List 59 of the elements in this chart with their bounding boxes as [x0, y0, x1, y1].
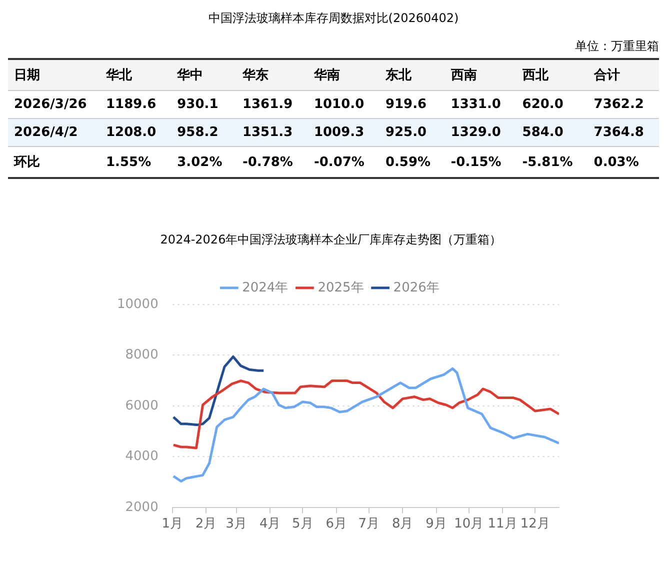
- category-label: 华中: [176, 67, 204, 85]
- text: -0.07%: [314, 154, 364, 170]
- legend-label: 2024年: [242, 280, 288, 296]
- x-tick-label: 9月: [426, 516, 447, 532]
- text: 3.02%: [177, 154, 222, 170]
- x-tick-label: 1月: [162, 516, 183, 532]
- text: 0.03%: [594, 154, 639, 170]
- text: 7364.8: [594, 125, 644, 140]
- x-tick-label: 5月: [292, 516, 314, 532]
- text: -0.15%: [450, 154, 502, 170]
- category-label: 西北: [521, 67, 550, 85]
- x-tick-label: 3月: [226, 516, 248, 532]
- legend-label: 2025年: [318, 280, 364, 296]
- x-tick-label: 6月: [326, 516, 347, 532]
- text: -0.78%: [242, 154, 293, 170]
- category-label: 西南: [450, 67, 478, 85]
- category-label: 2026/3/26: [14, 97, 87, 112]
- text: 958.2: [177, 125, 218, 140]
- text: -5.81%: [522, 154, 573, 170]
- x-tick-label: 12月: [520, 516, 550, 532]
- chart-title: 2024-2026年中国浮法玻璃样本企业厂库库存走势图（万重箱）: [160, 232, 502, 246]
- text: 919.6: [385, 97, 427, 112]
- y-tick-label: 6000: [125, 398, 158, 414]
- text: 1009.3: [314, 125, 364, 140]
- text: 7362.2: [594, 97, 644, 112]
- text: 930.1: [177, 97, 218, 112]
- category-label: 合计: [592, 67, 621, 85]
- y-tick-label: 4000: [125, 449, 158, 464]
- category-label: 环比: [14, 155, 40, 170]
- text: 1189.6: [106, 97, 156, 112]
- text: 1208.0: [106, 125, 156, 140]
- text: 1010.0: [314, 97, 364, 112]
- y-tick-label: 8000: [125, 348, 158, 363]
- text: 1329.0: [450, 125, 501, 140]
- text: 1351.3: [242, 125, 293, 140]
- text: 日期: [13, 67, 41, 85]
- category-label: 华东: [241, 66, 270, 85]
- text: 620.0: [522, 97, 564, 112]
- text: 1.55%: [106, 154, 152, 170]
- text: 584.0: [522, 125, 564, 140]
- text: 0.59%: [385, 154, 431, 170]
- category-label: 华南: [312, 67, 341, 85]
- x-tick-label: 8月: [392, 516, 414, 532]
- y-tick-label: 10000: [116, 296, 158, 312]
- text: 1361.9: [242, 97, 293, 112]
- x-tick-label: 11月: [488, 516, 518, 532]
- category-label: 2026/4/2: [14, 125, 78, 140]
- text: 1331.0: [450, 97, 501, 112]
- x-tick-label: 4月: [259, 516, 281, 532]
- category-label: 华北: [104, 67, 133, 85]
- x-tick-label: 7月: [358, 516, 380, 532]
- text: 925.0: [385, 125, 427, 140]
- category-label: 东北: [384, 66, 412, 85]
- text: 中国浮法玻璃样本库存周数据对比(20260402): [207, 10, 460, 27]
- text: 单位：万重里箱: [574, 38, 659, 55]
- y-tick-label: 2000: [125, 500, 158, 515]
- x-tick-label: 10月: [454, 516, 484, 532]
- legend-label: 2026年: [393, 280, 440, 296]
- x-tick-label: 2月: [195, 516, 217, 532]
